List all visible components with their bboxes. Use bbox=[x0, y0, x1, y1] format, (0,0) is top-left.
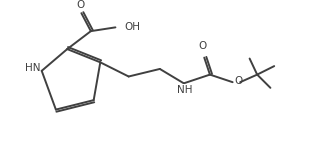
Text: O: O bbox=[198, 41, 207, 51]
Text: NH: NH bbox=[177, 85, 192, 95]
Text: OH: OH bbox=[124, 22, 140, 32]
Text: O: O bbox=[76, 0, 84, 10]
Text: HN: HN bbox=[25, 63, 41, 73]
Text: O: O bbox=[235, 76, 243, 86]
